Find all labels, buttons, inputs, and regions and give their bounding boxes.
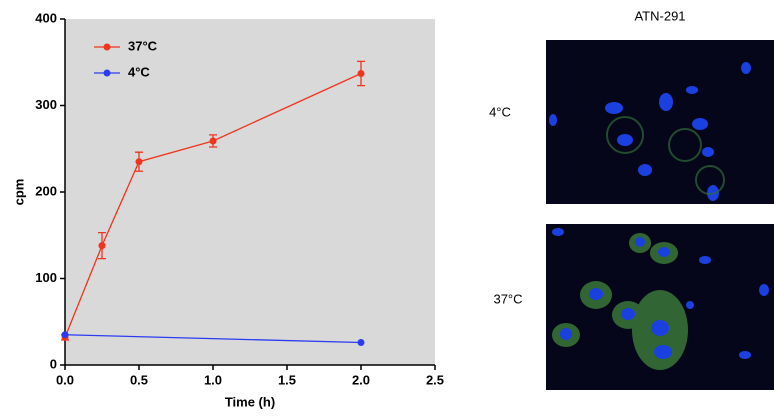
x-tick-label: 2.5 xyxy=(426,372,444,387)
line xyxy=(64,334,362,344)
point xyxy=(357,339,365,347)
y-tick-label: 300 xyxy=(35,97,57,112)
legend-label: 37°C xyxy=(128,38,158,53)
plot-background xyxy=(65,19,435,365)
row-label: 4°C xyxy=(489,104,511,119)
x-tick-label: 0.0 xyxy=(56,372,74,387)
x-tick-label: 2.0 xyxy=(352,372,370,387)
micrograph xyxy=(546,224,774,390)
row-label: 37°C xyxy=(493,291,522,306)
y-tick-label: 0 xyxy=(50,356,57,371)
y-tick-label: 200 xyxy=(35,183,57,198)
y-axis-label: cpm xyxy=(11,179,26,206)
x-tick-label: 0.5 xyxy=(130,372,148,387)
legend-marker xyxy=(103,43,111,51)
y-tick-label: 100 xyxy=(35,270,57,285)
legend: 37°C 4°C xyxy=(94,38,158,79)
legend-marker xyxy=(103,69,111,77)
y-tick-label: 400 xyxy=(35,10,57,25)
point xyxy=(135,158,143,166)
image-title: ATN-291 xyxy=(634,8,685,23)
point xyxy=(209,137,217,145)
x-tick-label: 1.5 xyxy=(278,372,296,387)
x-tick-label: 1.0 xyxy=(204,372,222,387)
point xyxy=(357,69,365,77)
micrograph xyxy=(546,40,774,204)
legend-label: 4°C xyxy=(128,64,150,79)
x-axis-label: Time (h) xyxy=(225,394,275,409)
point xyxy=(61,331,69,339)
point xyxy=(98,242,106,250)
